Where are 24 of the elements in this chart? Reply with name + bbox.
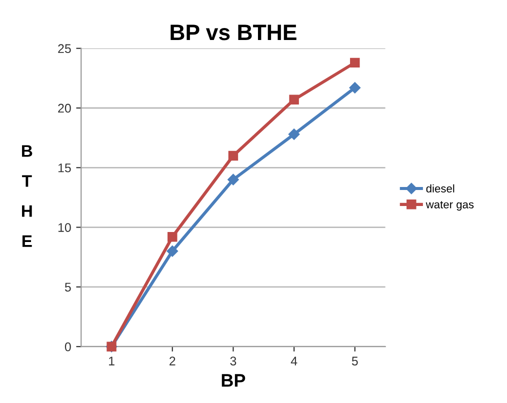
- point: [349, 82, 361, 94]
- x-tick-label: 1: [109, 356, 114, 366]
- x-tick-label: 3: [230, 356, 236, 366]
- chart-title: BP vs BTHE: [170, 24, 296, 40]
- point: [228, 150, 238, 161]
- legend-label: diesel: [426, 184, 454, 192]
- point: [289, 94, 299, 105]
- point: [288, 128, 300, 140]
- y-tick-label: 10: [58, 223, 71, 232]
- y-tick-label: 15: [58, 164, 71, 172]
- x-tick-label: 4: [290, 356, 298, 366]
- y-tick-label: 25: [58, 44, 71, 54]
- point: [166, 246, 178, 257]
- point: [228, 174, 239, 186]
- point: [168, 232, 178, 242]
- y-tick-label: 20: [58, 104, 71, 113]
- y-tick-label: 0: [64, 342, 71, 352]
- point: [350, 58, 360, 68]
- y-axis-title: B T H E: [22, 145, 32, 247]
- x-axis-title: BP: [222, 374, 246, 387]
- x-tick-label: 2: [170, 356, 176, 366]
- legend-label: water gas: [426, 201, 474, 211]
- x-tick-label: 5: [352, 356, 358, 366]
- y-tick-label: 5: [64, 282, 71, 292]
